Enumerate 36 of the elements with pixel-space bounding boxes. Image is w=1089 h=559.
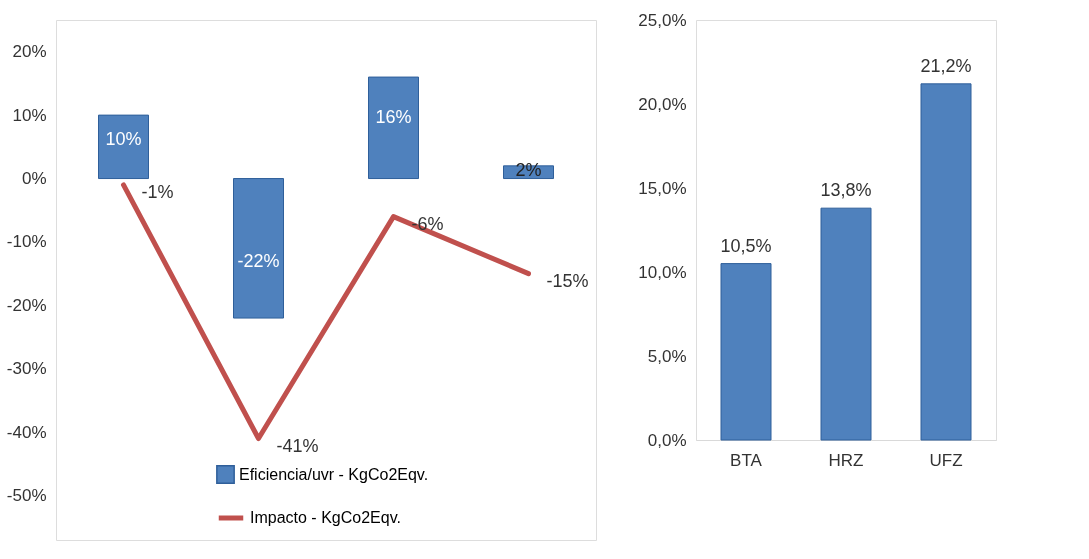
- y-tick-label: 25,0%: [638, 10, 687, 30]
- data-label: 21,2%: [920, 55, 972, 76]
- y-tick-label: -20%: [6, 295, 47, 315]
- y-tick-label: 10%: [12, 105, 47, 125]
- bar: [720, 263, 772, 441]
- data-label: -41%: [276, 435, 319, 456]
- data-label: -22%: [237, 251, 280, 272]
- x-tick-label: HRZ: [828, 450, 864, 470]
- y-tick-label: 5,0%: [647, 346, 687, 366]
- y-tick-label: -30%: [6, 359, 47, 379]
- data-label: 10%: [105, 129, 142, 150]
- data-label: 16%: [375, 106, 412, 127]
- y-tick-label: 10,0%: [638, 262, 687, 282]
- bar: [920, 83, 972, 441]
- x-tick-label: BTA: [730, 450, 763, 470]
- legend-label: Impacto - KgCo2Eqv.: [250, 509, 401, 526]
- y-tick-label: 0%: [21, 169, 47, 189]
- bar: [368, 76, 419, 180]
- data-label: -1%: [141, 181, 174, 202]
- y-tick-label: -10%: [6, 232, 47, 252]
- y-tick-label: 0,0%: [647, 430, 687, 450]
- bar: [820, 207, 872, 441]
- y-tick-label: -50%: [6, 486, 47, 506]
- y-tick-label: -40%: [6, 422, 47, 442]
- data-label: 10,5%: [720, 235, 772, 256]
- x-tick-label: UFZ: [929, 450, 963, 470]
- y-tick-label: 15,0%: [638, 178, 687, 198]
- data-label: 13,8%: [820, 180, 872, 201]
- legend-label: Eficiencia/uvr - KgCo2Eqv.: [239, 465, 429, 483]
- data-label: -6%: [411, 213, 444, 234]
- bar: [98, 114, 149, 180]
- y-tick-label: 20%: [12, 42, 47, 62]
- bar: [233, 178, 284, 319]
- data-label: -15%: [546, 270, 589, 291]
- y-tick-label: 20,0%: [638, 94, 687, 114]
- data-label: 2%: [515, 159, 542, 180]
